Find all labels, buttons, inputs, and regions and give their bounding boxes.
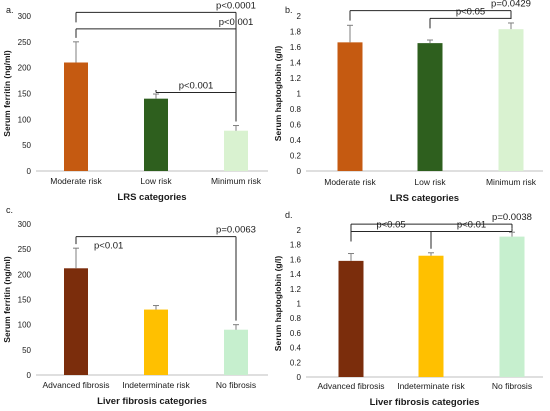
panel-a: a. 0 50 100 150 200 250 300 Moderate risk Low ris…: [2, 0, 268, 203]
y-axis-title: Serum haptoglobin (g/l): [273, 46, 283, 142]
bar: [498, 29, 524, 171]
y-tick-label: 100: [18, 321, 32, 330]
category-label: Advanced fibrosis: [42, 380, 109, 390]
y-tick-label: 0.6: [290, 121, 302, 130]
panel-c: c. 0 50 100 150 200 250 300 Advanced fibrosis Ind…: [2, 205, 268, 407]
panel-label: a.: [6, 5, 14, 15]
significance-label: p<0.0001: [216, 0, 256, 11]
category-label: Advanced fibrosis: [317, 381, 384, 391]
y-tick-label: 0: [297, 167, 302, 176]
significance-label: p=0.0038: [492, 212, 532, 223]
y-tick-label: 200: [18, 64, 32, 73]
category-label: Minimum risk: [486, 177, 537, 187]
category-label: Low risk: [140, 176, 172, 186]
y-tick-label: 1: [297, 90, 302, 99]
x-axis-title: Liver fibrosis categories: [97, 396, 207, 407]
y-tick-label: 0: [27, 167, 32, 176]
y-axis-title: Serum ferritin (ng/ml): [2, 256, 12, 343]
significance-label: p<0.01: [94, 241, 123, 252]
y-tick-label: 50: [22, 141, 31, 150]
category-label: Moderate risk: [50, 176, 102, 186]
y-tick-label: 250: [18, 38, 32, 47]
x-axis-title: Liver fibrosis categories: [370, 397, 480, 408]
y-tick-label: 1.8: [290, 241, 302, 250]
category-label: Low risk: [414, 177, 446, 187]
y-axis-title: Serum ferritin (ng/ml): [2, 50, 12, 137]
y-tick-label: 1.2: [290, 285, 302, 294]
bar: [64, 268, 88, 375]
panel-label: b.: [285, 5, 293, 15]
panel-b: b. 0 0.2 0.4 0.6 0.8 1 1.2 1.4 1.6 1.8 2 Moderate ri…: [273, 0, 543, 204]
y-tick-label: 1: [297, 300, 302, 309]
y-tick-label: 0.2: [290, 152, 302, 161]
y-tick-label: 1.4: [290, 270, 302, 279]
y-tick-label: 0.8: [290, 314, 302, 323]
y-tick-label: 0.8: [290, 105, 302, 114]
panel-label: d.: [285, 210, 293, 220]
y-tick-label: 0.2: [290, 358, 302, 367]
y-tick-label: 1.6: [290, 43, 302, 52]
y-tick-label: 2: [297, 226, 302, 235]
y-tick-label: 1.2: [290, 74, 302, 83]
bar: [224, 329, 248, 375]
y-tick-label: 150: [18, 296, 32, 305]
y-tick-label: 1.4: [290, 59, 302, 68]
panel-d: d. 0 0.2 0.4 0.6 0.8 1 1.2 1.4 1.6 1.8 2 Advanced fi…: [273, 210, 543, 408]
category-label: No fibrosis: [492, 381, 532, 391]
significance-label: p<0.05: [376, 219, 405, 230]
bar: [224, 130, 248, 171]
category-label: Minimum risk: [211, 176, 262, 186]
y-tick-label: 2: [297, 12, 302, 21]
significance-label: p<0.05: [456, 6, 485, 17]
significance-label: p<0.001: [219, 17, 254, 28]
category-label: Moderate risk: [324, 177, 376, 187]
significance-label: p<0.01: [457, 219, 486, 230]
bar: [64, 62, 88, 171]
bar: [338, 260, 364, 377]
y-tick-label: 0: [27, 371, 32, 380]
y-tick-label: 150: [18, 90, 32, 99]
y-tick-label: 250: [18, 245, 32, 254]
category-label: Indeterminate risk: [397, 381, 465, 391]
y-tick-label: 0: [297, 373, 302, 382]
category-label: Indeterminate risk: [122, 380, 190, 390]
y-tick-label: 50: [22, 346, 31, 355]
y-tick-label: 300: [18, 12, 32, 21]
bar: [417, 43, 443, 171]
y-tick-label: 200: [18, 270, 32, 279]
bar: [144, 98, 168, 171]
category-label: No fibrosis: [216, 380, 256, 390]
y-tick-label: 1.8: [290, 28, 302, 37]
y-tick-label: 0.4: [290, 136, 302, 145]
y-tick-label: 300: [18, 220, 32, 229]
x-axis-title: LRS categories: [117, 192, 186, 203]
bar: [144, 309, 168, 375]
y-tick-label: 0.4: [290, 344, 302, 353]
y-tick-label: 1.6: [290, 255, 302, 264]
significance-label: p<0.001: [179, 80, 214, 91]
significance-label: p=0.0429: [491, 0, 531, 10]
y-tick-label: 100: [18, 115, 32, 124]
y-axis-title: Serum haptoglobin (g/l): [273, 256, 283, 352]
panel-label: c.: [6, 205, 13, 215]
bar: [337, 42, 363, 171]
y-tick-label: 0.6: [290, 329, 302, 338]
x-axis-title: LRS categories: [390, 193, 459, 204]
bar: [499, 236, 525, 377]
significance-label: p=0.0063: [216, 225, 256, 236]
bar: [418, 255, 444, 377]
